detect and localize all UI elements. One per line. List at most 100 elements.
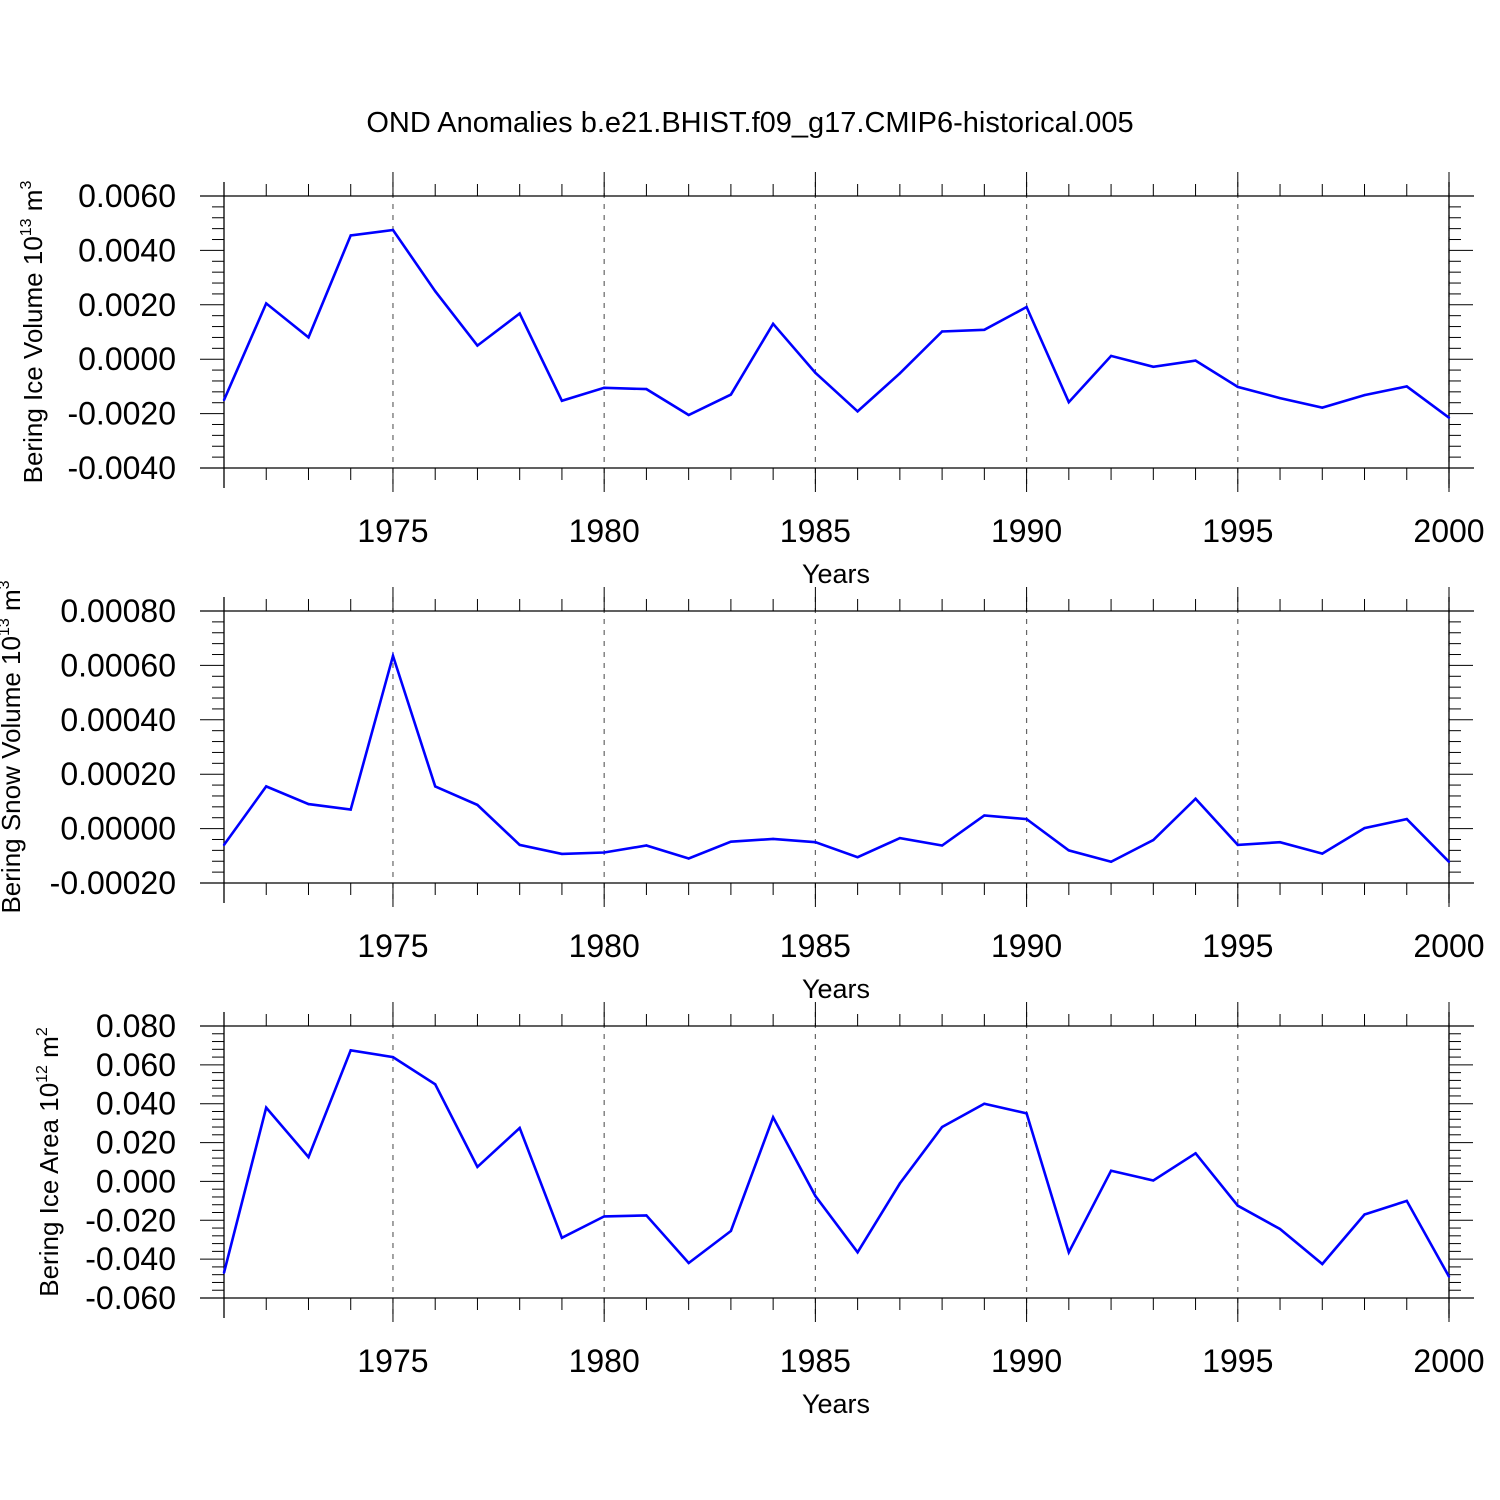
data-point <box>434 785 437 788</box>
y-axis-title-unit: m <box>34 1036 64 1065</box>
x-tick-label: 1980 <box>569 928 640 964</box>
data-point <box>940 330 944 333</box>
data-point <box>1067 849 1071 852</box>
data-point <box>1447 416 1451 419</box>
x-tick-label: 1985 <box>780 928 851 964</box>
data-point <box>307 802 310 806</box>
data-point <box>222 398 226 402</box>
data-point <box>771 1116 775 1119</box>
y-tick-label: 0.060 <box>96 1047 176 1083</box>
x-axis-title: Years <box>802 1389 870 1419</box>
data-point <box>518 1126 521 1130</box>
data-point <box>1447 1275 1451 1278</box>
x-tick-label: 1990 <box>991 928 1062 964</box>
y-tick-label: -0.0040 <box>67 450 176 486</box>
y-tick-label: 0.040 <box>96 1086 176 1122</box>
data-point <box>476 344 479 347</box>
y-tick-label: -0.060 <box>85 1280 176 1316</box>
panel-1: -0.0040 -0.0020 0.0000 0.0020 0.0040 0.0060 19… <box>18 172 1485 589</box>
data-point <box>898 1182 902 1185</box>
y-tick-label: 0.00000 <box>60 811 176 847</box>
x-tick-label: 1995 <box>1202 513 1273 549</box>
y-tick-label: 0.00060 <box>60 647 176 683</box>
data-point <box>391 654 395 658</box>
data-point <box>729 393 733 396</box>
data-point <box>1067 400 1071 404</box>
data-point <box>1363 826 1366 830</box>
y-axis-title: Bering Ice Area 1012 m2 <box>34 1027 64 1297</box>
y-tick-label: -0.0020 <box>67 396 176 432</box>
x-tick-label: 1980 <box>569 513 640 549</box>
data-point <box>729 1229 733 1233</box>
panel-3: -0.060-0.040-0.0200.0000.0200.0400.0600.… <box>34 1002 1485 1419</box>
y-tick-label: -0.00020 <box>50 865 176 901</box>
data-point <box>1025 817 1028 821</box>
data-point <box>602 386 606 389</box>
data-point <box>1067 1251 1071 1254</box>
data-point <box>476 803 479 807</box>
y-tick-label: 0.0040 <box>78 232 176 268</box>
y-axis-title-unit-exponent: 3 <box>18 181 35 190</box>
data-point <box>391 228 395 232</box>
x-tick-label: 1985 <box>780 513 851 549</box>
data-point <box>1025 305 1028 309</box>
y-axis-title-exponent: 12 <box>34 1065 51 1083</box>
x-tick-label: 2000 <box>1413 928 1484 964</box>
x-axis-title: Years <box>802 559 870 589</box>
x-tick-label: 2000 <box>1413 513 1484 549</box>
panels: -0.0040 -0.0020 0.0000 0.0020 0.0040 0.0060 19… <box>0 172 1485 1419</box>
x-tick-label: 1995 <box>1202 1343 1273 1379</box>
data-point <box>1236 843 1239 847</box>
x-tick-label: 1985 <box>780 1343 851 1379</box>
y-axis-title-unit-exponent: 2 <box>34 1027 51 1036</box>
data-point <box>1278 841 1282 844</box>
data-point <box>1321 406 1324 409</box>
x-axis-title: Years <box>802 974 870 1004</box>
y-axis-title: Bering Ice Volume 1013 m3 <box>18 181 48 484</box>
data-point <box>814 1194 817 1198</box>
data-point <box>265 1106 268 1109</box>
data-point <box>434 1083 437 1086</box>
y-tick-label: 0.0060 <box>78 178 176 214</box>
data-point <box>687 413 690 417</box>
data-point <box>1236 1204 1239 1207</box>
data-point <box>1152 838 1155 842</box>
y-tick-label: 0.020 <box>96 1125 176 1161</box>
series-line <box>222 228 1450 419</box>
y-tick-label: 0.00040 <box>60 702 176 738</box>
data-point <box>1405 1199 1408 1203</box>
data-point <box>560 1236 564 1239</box>
data-point <box>771 322 775 326</box>
data-point <box>1194 797 1197 800</box>
data-point <box>560 852 564 856</box>
data-point <box>349 1049 352 1052</box>
data-point <box>1363 1213 1366 1216</box>
data-point <box>434 290 437 293</box>
data-point <box>307 1155 310 1159</box>
data-point <box>856 855 859 859</box>
data-point <box>349 234 352 237</box>
data-point <box>602 851 606 854</box>
data-point <box>856 410 859 413</box>
data-point <box>983 328 986 332</box>
data-point <box>645 387 648 391</box>
data-point <box>729 840 733 843</box>
x-tick-label: 1990 <box>991 513 1062 549</box>
data-point <box>1152 365 1155 369</box>
data-point <box>518 312 521 315</box>
data-point <box>1405 817 1408 821</box>
data-point <box>814 841 817 844</box>
y-tick-label: 0.00080 <box>60 593 176 629</box>
data-point <box>645 844 648 847</box>
data-point <box>1447 860 1451 863</box>
data-point <box>307 336 310 339</box>
data-point <box>898 372 902 375</box>
data-point <box>1278 1227 1282 1231</box>
series-line <box>222 651 1450 864</box>
y-axis-title-base: Bering Ice Volume 10 <box>18 236 48 483</box>
y-axis-title-exponent: 13 <box>0 618 13 636</box>
data-point <box>222 1271 226 1274</box>
data-point <box>1363 393 1366 397</box>
